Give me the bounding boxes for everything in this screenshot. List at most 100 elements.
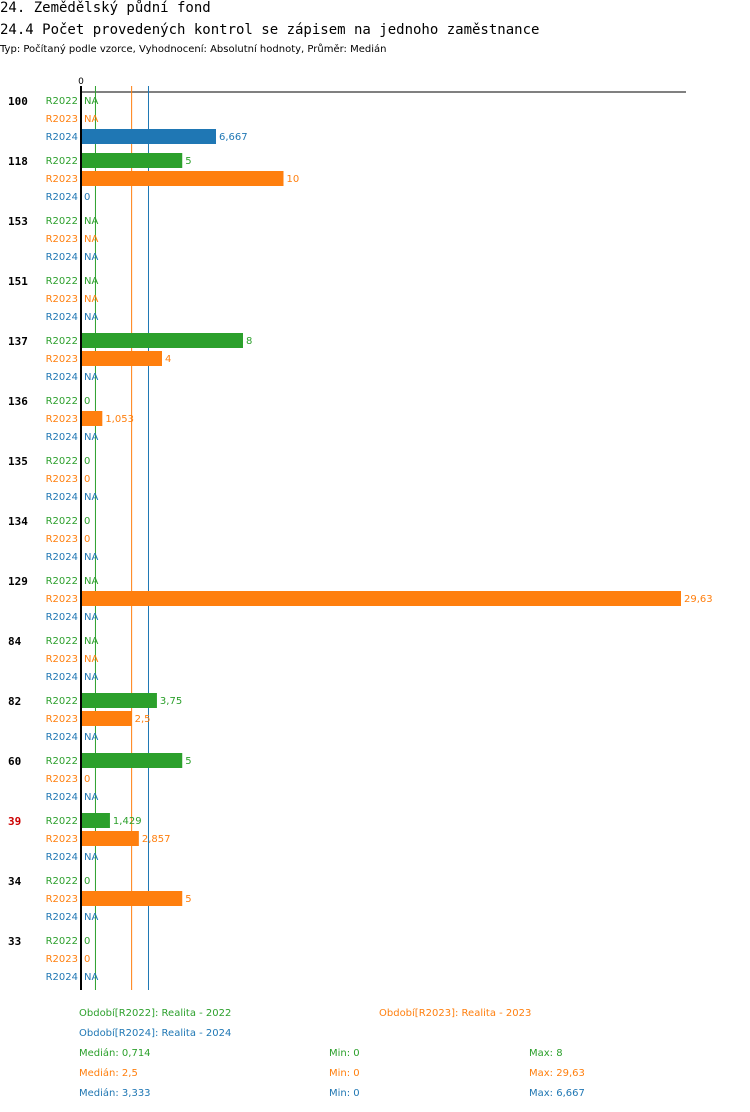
na-label: NA — [84, 792, 98, 803]
bar — [81, 831, 139, 846]
category-label: 100 — [8, 95, 28, 108]
bar-value-label: 0 — [84, 516, 90, 527]
na-label: NA — [84, 312, 98, 323]
bar-value-label: 2,857 — [142, 834, 171, 845]
na-label: NA — [84, 492, 98, 503]
legend-period: Období[R2024]: Realita - 2024 — [79, 1028, 232, 1039]
na-label: NA — [84, 636, 98, 647]
category-label: 151 — [8, 275, 28, 288]
bar — [81, 129, 217, 144]
series-label: R2022 — [46, 456, 78, 467]
legend-median: Medián: 0,714 — [79, 1048, 151, 1059]
series-label: R2023 — [46, 894, 78, 905]
series-label: R2023 — [46, 174, 78, 185]
bar-value-label: 0 — [84, 534, 90, 545]
series-label: R2023 — [46, 594, 78, 605]
category-label: 39 — [8, 815, 21, 828]
page-title: 24. Zemědělský půdní fond — [0, 0, 211, 16]
bar-value-label: 0 — [84, 474, 90, 485]
series-label: R2024 — [46, 252, 78, 263]
legend-max: Max: 8 — [529, 1048, 563, 1059]
series-label: R2024 — [46, 492, 78, 503]
series-label: R2024 — [46, 792, 78, 803]
category-label: 136 — [8, 395, 28, 408]
category-label: 135 — [8, 455, 28, 468]
bar-value-label: 0 — [84, 456, 90, 467]
bar-value-label: 29,63 — [684, 594, 713, 605]
na-label: NA — [84, 972, 98, 983]
series-label: R2022 — [46, 876, 78, 887]
na-label: NA — [84, 912, 98, 923]
series-label: R2024 — [46, 192, 78, 203]
bar-value-label: 5 — [185, 756, 191, 767]
series-label: R2023 — [46, 294, 78, 305]
bar-value-label: 1,429 — [113, 816, 142, 827]
bar-value-label: 0 — [84, 936, 90, 947]
series-label: R2023 — [46, 534, 78, 545]
bar-value-label: 5 — [185, 894, 191, 905]
bar-value-label: 10 — [286, 174, 299, 185]
bar-value-label: 5 — [185, 156, 191, 167]
na-label: NA — [84, 216, 98, 227]
na-label: NA — [84, 432, 98, 443]
category-label: 134 — [8, 515, 28, 528]
bar-value-label: 8 — [246, 336, 252, 347]
series-label: R2022 — [46, 276, 78, 287]
bar-value-label: 4 — [165, 354, 171, 365]
category-label: 34 — [8, 875, 22, 888]
legend-median: Medián: 3,333 — [79, 1088, 151, 1099]
na-label: NA — [84, 654, 98, 665]
series-label: R2023 — [46, 234, 78, 245]
series-label: R2024 — [46, 672, 78, 683]
bar — [81, 711, 132, 726]
series-label: R2023 — [46, 474, 78, 485]
chart-info: Typ: Počítaný podle vzorce, Vyhodnocení:… — [0, 44, 387, 55]
na-label: NA — [84, 612, 98, 623]
bar-value-label: 2,5 — [135, 714, 151, 725]
series-label: R2022 — [46, 936, 78, 947]
bar — [81, 411, 103, 426]
bar — [81, 891, 183, 906]
category-label: 129 — [8, 575, 28, 588]
series-label: R2022 — [46, 696, 78, 707]
bar — [81, 813, 110, 828]
series-label: R2023 — [46, 654, 78, 665]
series-label: R2022 — [46, 156, 78, 167]
category-label: 84 — [8, 635, 22, 648]
na-label: NA — [84, 96, 98, 107]
category-label: 82 — [8, 695, 21, 708]
series-label: R2022 — [46, 96, 78, 107]
legend-period: Období[R2022]: Realita - 2022 — [79, 1008, 232, 1019]
na-label: NA — [84, 252, 98, 263]
bar — [81, 153, 183, 168]
bar-value-label: 1,053 — [105, 414, 134, 425]
na-label: NA — [84, 276, 98, 287]
na-label: NA — [84, 372, 98, 383]
series-label: R2022 — [46, 396, 78, 407]
x-tick-label-0: 0 — [78, 77, 84, 87]
series-label: R2022 — [46, 636, 78, 647]
category-label: 60 — [8, 755, 21, 768]
series-label: R2023 — [46, 714, 78, 725]
na-label: NA — [84, 114, 98, 125]
legend-min: Min: 0 — [329, 1068, 360, 1079]
bar — [81, 171, 284, 186]
na-label: NA — [84, 852, 98, 863]
bar-value-label: 3,75 — [160, 696, 182, 707]
category-label: 118 — [8, 155, 28, 168]
na-label: NA — [84, 732, 98, 743]
bar — [81, 591, 681, 606]
series-label: R2024 — [46, 312, 78, 323]
series-label: R2022 — [46, 516, 78, 527]
series-label: R2023 — [46, 354, 78, 365]
legend-min: Min: 0 — [329, 1088, 360, 1099]
na-label: NA — [84, 672, 98, 683]
bar-value-label: 0 — [84, 192, 90, 203]
bar-value-label: 6,667 — [219, 132, 248, 143]
series-label: R2022 — [46, 816, 78, 827]
na-label: NA — [84, 576, 98, 587]
series-label: R2022 — [46, 216, 78, 227]
series-label: R2023 — [46, 114, 78, 125]
series-label: R2024 — [46, 612, 78, 623]
series-label: R2023 — [46, 834, 78, 845]
